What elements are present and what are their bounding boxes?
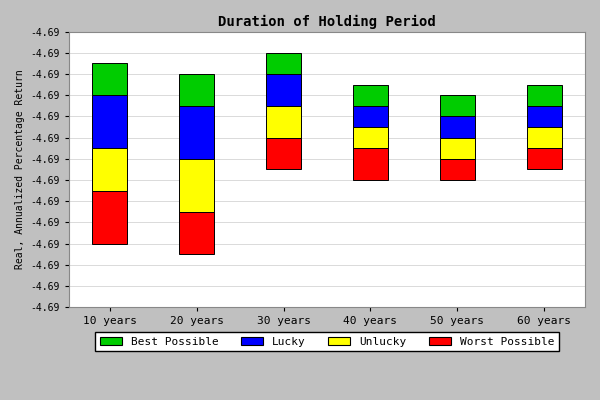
Bar	[353, 127, 388, 148]
Bar	[179, 106, 214, 159]
Bar	[179, 74, 214, 106]
Bar	[527, 85, 562, 106]
Bar	[92, 190, 127, 244]
Bar	[92, 64, 127, 95]
Bar	[266, 74, 301, 106]
Bar	[440, 138, 475, 159]
Bar	[92, 148, 127, 190]
Bar	[353, 106, 388, 127]
Bar	[353, 85, 388, 106]
Bar	[266, 106, 301, 138]
Y-axis label: Real, Annualized Percentage Return: Real, Annualized Percentage Return	[15, 70, 25, 269]
Bar	[92, 95, 127, 148]
Bar	[179, 159, 214, 212]
Bar	[179, 212, 214, 254]
Bar	[440, 95, 475, 116]
Bar	[527, 148, 562, 170]
Bar	[527, 106, 562, 127]
Bar	[527, 127, 562, 148]
Bar	[353, 148, 388, 180]
Legend: Best Possible, Lucky, Unlucky, Worst Possible: Best Possible, Lucky, Unlucky, Worst Pos…	[95, 332, 559, 351]
Title: Duration of Holding Period: Duration of Holding Period	[218, 15, 436, 29]
Bar	[440, 159, 475, 180]
Bar	[266, 138, 301, 170]
Bar	[440, 116, 475, 138]
Bar	[266, 53, 301, 74]
